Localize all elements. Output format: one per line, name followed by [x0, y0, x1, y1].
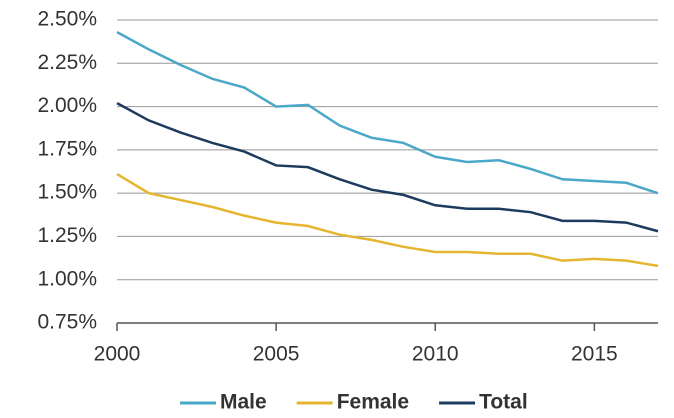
- x-tick-label: 2010: [412, 343, 459, 366]
- series-line: [116, 173, 659, 268]
- legend-label: Male: [220, 391, 267, 414]
- series-line: [116, 31, 659, 195]
- x-tick-label: 2005: [253, 343, 300, 366]
- x-tick-label: 2015: [571, 343, 618, 366]
- y-tick-label: 2.50%: [37, 8, 97, 31]
- y-tick-label: 1.50%: [37, 181, 97, 204]
- series-line: [116, 102, 659, 233]
- y-tick-label: 1.75%: [37, 137, 97, 160]
- y-tick-label: 2.00%: [37, 94, 97, 117]
- legend-label: Female: [337, 391, 409, 414]
- x-tick-label: 2000: [94, 343, 141, 366]
- y-tick-label: 1.00%: [37, 267, 97, 290]
- legend-label: Total: [479, 391, 528, 414]
- y-tick-label: 0.75%: [37, 311, 97, 334]
- y-tick-label: 2.25%: [37, 51, 97, 74]
- y-tick-label: 1.25%: [37, 224, 97, 247]
